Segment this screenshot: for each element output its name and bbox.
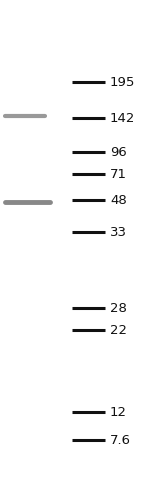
Text: 28: 28 xyxy=(110,302,127,314)
Text: 48: 48 xyxy=(110,193,127,207)
Text: 96: 96 xyxy=(110,146,127,158)
Text: 71: 71 xyxy=(110,167,127,181)
Text: 33: 33 xyxy=(110,225,127,239)
Text: 195: 195 xyxy=(110,75,135,89)
Text: 142: 142 xyxy=(110,112,135,124)
Text: 12: 12 xyxy=(110,405,127,419)
Text: 7.6: 7.6 xyxy=(110,433,131,447)
Text: 22: 22 xyxy=(110,324,127,337)
